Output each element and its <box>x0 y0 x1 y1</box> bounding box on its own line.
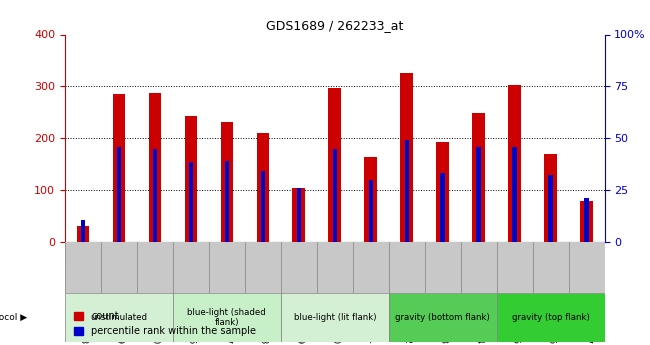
Bar <box>77 226 89 242</box>
Bar <box>436 142 449 242</box>
Bar <box>497 294 604 342</box>
Bar <box>257 133 269 242</box>
Bar <box>225 161 229 242</box>
Bar <box>296 188 301 241</box>
Text: gravity (bottom flank): gravity (bottom flank) <box>395 313 490 322</box>
Bar <box>404 140 409 242</box>
Bar <box>400 73 413 242</box>
Bar <box>544 154 557 242</box>
Bar <box>333 149 337 241</box>
Bar <box>549 175 552 241</box>
Bar <box>188 162 193 242</box>
Bar <box>149 92 161 242</box>
Text: blue-light (lit flank): blue-light (lit flank) <box>294 313 376 322</box>
Bar <box>512 147 517 242</box>
Bar <box>81 220 85 242</box>
Bar <box>65 294 173 342</box>
Title: GDS1689 / 262233_at: GDS1689 / 262233_at <box>266 19 404 32</box>
Bar <box>261 171 265 242</box>
Bar <box>508 85 521 242</box>
Legend: count, percentile rank within the sample: count, percentile rank within the sample <box>70 307 260 340</box>
Bar <box>584 198 589 241</box>
Text: gravity (top flank): gravity (top flank) <box>512 313 590 322</box>
Bar <box>328 88 341 242</box>
Text: growth protocol ▶: growth protocol ▶ <box>0 313 27 322</box>
Bar <box>365 157 377 241</box>
Bar <box>281 294 389 342</box>
Bar <box>389 294 497 342</box>
Bar <box>292 188 305 241</box>
Bar <box>153 149 157 241</box>
Bar <box>173 294 281 342</box>
Text: blue-light (shaded
flank): blue-light (shaded flank) <box>187 308 266 327</box>
Text: unstimulated: unstimulated <box>90 313 148 322</box>
Bar <box>112 94 125 241</box>
Bar <box>185 116 197 241</box>
Bar <box>220 121 233 242</box>
Bar <box>441 173 445 242</box>
Bar <box>476 147 481 242</box>
Bar <box>580 201 593 242</box>
Bar <box>369 179 373 242</box>
Bar <box>117 147 121 242</box>
Bar <box>473 113 485 242</box>
